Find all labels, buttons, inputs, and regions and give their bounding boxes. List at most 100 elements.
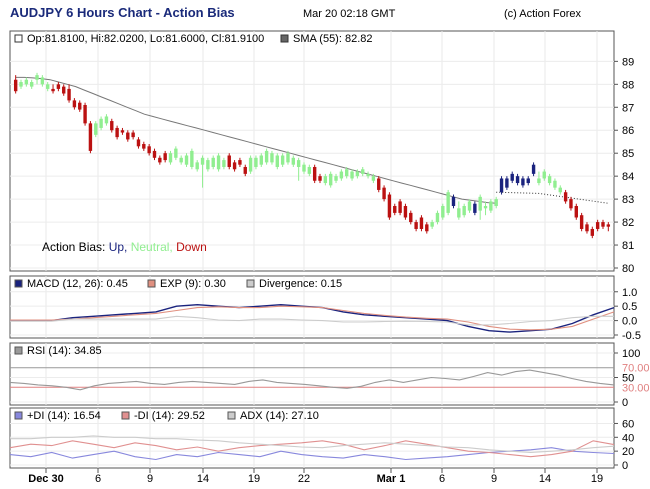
chart-grid <box>10 31 618 473</box>
price-bar-body <box>318 176 322 181</box>
price-bar-body <box>238 160 242 165</box>
price-bar-body <box>585 224 589 232</box>
rsi-level-label: 70.00 <box>622 363 650 375</box>
price-bar-body <box>393 206 397 213</box>
price-bar-body <box>574 206 578 218</box>
price-bar-body <box>67 88 71 101</box>
price-bar-body <box>280 155 285 165</box>
x-tick-label: 14 <box>197 473 209 485</box>
price-bar-body <box>446 192 450 213</box>
price-bar-body <box>547 176 552 184</box>
macd-y-tick-label: 0.5 <box>622 301 637 313</box>
price-bar-body <box>211 157 215 167</box>
price-bar-body <box>430 222 434 227</box>
price-y-tick-label: 88 <box>622 79 634 91</box>
price-bar-body <box>569 199 573 209</box>
price-bar-body <box>206 160 210 170</box>
price-bar-body <box>350 171 354 179</box>
sma-line <box>15 76 497 204</box>
price-bar-body <box>494 199 498 207</box>
price-bar-body <box>606 224 611 227</box>
price-bar-body <box>312 166 317 181</box>
chart-title: AUDJPY 6 Hours Chart - Action Bias <box>10 5 235 20</box>
price-bar-body <box>526 178 530 184</box>
price-bar-body <box>425 224 429 232</box>
price-bar-body <box>387 194 392 218</box>
price-bar-body <box>467 201 472 211</box>
price-bar-body <box>78 102 82 110</box>
price-bar-body <box>521 178 525 186</box>
price-bar-body <box>441 206 445 218</box>
price-bar-body <box>35 75 39 80</box>
price-bar-body <box>483 206 488 209</box>
price-y-tick-label: 87 <box>622 102 634 114</box>
price-y-tick-label: 80 <box>622 263 634 275</box>
price-bar-body <box>259 155 263 165</box>
price-bar-body <box>451 196 456 207</box>
price-bar-body <box>462 206 466 216</box>
price-bar-body <box>515 176 520 184</box>
price-bar-body <box>323 176 328 184</box>
price-bar-body <box>94 123 98 135</box>
macd-line-divergence <box>10 315 614 326</box>
chart-credit: (c) Action Forex <box>504 8 582 20</box>
macd-legend-swatch-macd <box>14 279 23 288</box>
price-bar-body <box>382 187 386 200</box>
price-y-tick-label: 86 <box>622 125 634 137</box>
price-bar-body <box>563 192 568 202</box>
price-bar-body <box>579 215 584 229</box>
macd-y-tick-label: -0.5 <box>622 330 641 342</box>
price-bar-body <box>152 150 157 158</box>
price-bar-body <box>371 176 376 181</box>
macd-legend-swatch-divergence <box>246 279 255 288</box>
price-bar-body <box>115 127 119 138</box>
sma-projection-line <box>496 191 609 204</box>
price-bar-body <box>248 157 253 172</box>
price-bar-body <box>590 228 595 236</box>
price-bar-body <box>499 178 504 193</box>
price-y-tick-label: 83 <box>622 194 634 206</box>
dmi-line-adx <box>10 435 615 454</box>
price-bar-body <box>136 139 141 147</box>
price-bar-body <box>275 155 279 167</box>
price-y-tick-label: 82 <box>622 217 634 229</box>
dmi-y-tick-label: 20 <box>622 446 634 458</box>
price-bar-body <box>99 118 103 128</box>
price-bar-body <box>531 164 536 174</box>
macd-y-tick-label: 1.0 <box>622 287 637 299</box>
price-bar-body <box>553 180 557 188</box>
sma-legend-label: SMA (55): 82.82 <box>293 33 373 45</box>
dmi-legend-label-minus_di: -DI (14): 29.52 <box>134 410 205 422</box>
price-bar-body <box>595 222 600 229</box>
x-tick-label: 6 <box>95 473 101 485</box>
price-bar-body <box>270 153 274 163</box>
price-bar-body <box>505 178 509 188</box>
rsi-y-tick-label: 0 <box>622 397 628 409</box>
price-bar-body <box>168 153 173 163</box>
price-bar-body <box>19 82 23 87</box>
ohlc-legend-label: Op:81.8100, Hi:82.0200, Lo:81.6000, Cl:8… <box>27 33 264 45</box>
rsi-level-label: 30.00 <box>622 382 650 394</box>
dmi-legend-label-plus_di: +DI (14): 16.54 <box>27 410 101 422</box>
rsi-y-tick-label: 50 <box>622 373 634 385</box>
x-tick-label: Mar 1 <box>377 473 406 485</box>
price-bar-body <box>163 153 167 161</box>
price-bar-body <box>435 212 440 223</box>
ohlc-legend-swatch <box>14 34 23 43</box>
price-bar-body <box>13 79 18 92</box>
price-bar-body <box>558 187 562 193</box>
price-bar-body <box>361 169 365 174</box>
price-bar-body <box>222 160 226 167</box>
price-bar-body <box>328 173 333 186</box>
price-bar-body <box>414 222 418 229</box>
price-bar-body <box>51 88 55 92</box>
price-bar-body <box>184 155 189 165</box>
rsi-legend-label-rsi: RSI (14): 34.85 <box>27 345 102 357</box>
sma-legend-swatch <box>280 34 289 43</box>
price-bar-body <box>104 116 109 124</box>
price-bar-body <box>195 162 199 170</box>
macd-legend-label-macd: MACD (12, 26): 0.45 <box>27 278 128 290</box>
price-bar-body <box>190 150 194 167</box>
price-bar-body <box>403 206 408 218</box>
price-bar-body <box>24 79 29 85</box>
